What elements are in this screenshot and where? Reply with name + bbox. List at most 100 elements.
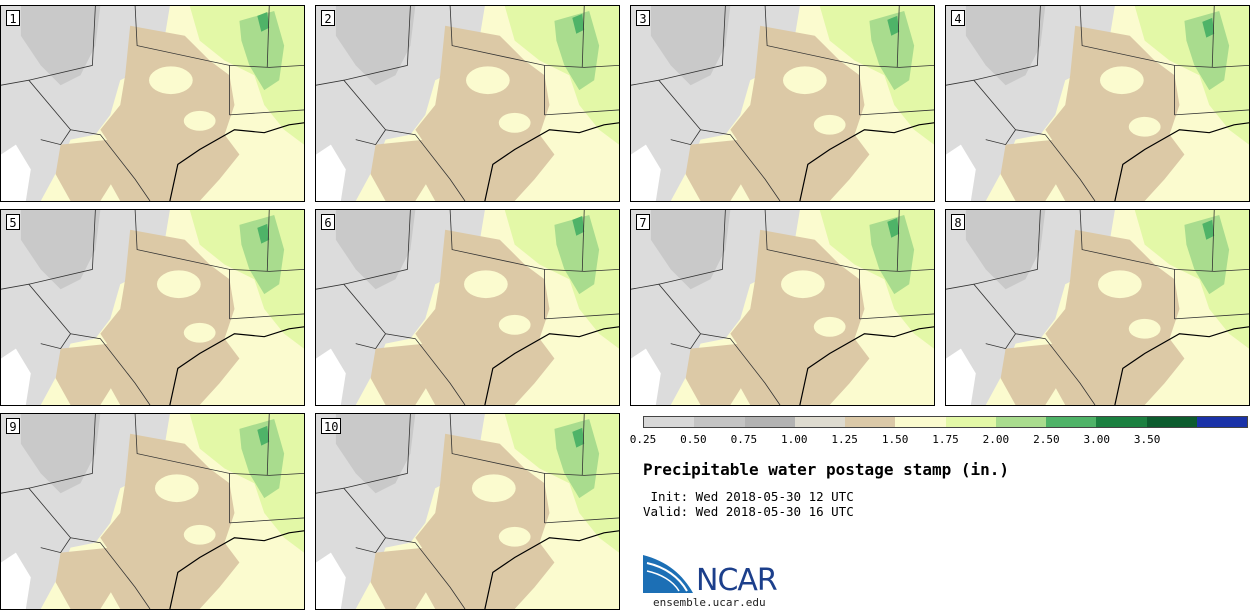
state-boundary-line xyxy=(896,210,900,272)
state-boundary-line xyxy=(946,79,1096,201)
state-boundary-line xyxy=(544,517,619,524)
state-boundary-line xyxy=(631,283,781,405)
pw-field-tan xyxy=(1000,139,1066,201)
pw-field-dry xyxy=(631,144,661,201)
pw-field-tan xyxy=(730,229,870,405)
state-boundary-line xyxy=(544,64,619,68)
pw-field-midgreen xyxy=(239,214,285,295)
panel-number: 9 xyxy=(6,418,20,434)
state-boundary-line xyxy=(266,210,270,272)
state-boundary-line xyxy=(229,64,304,68)
pw-field-tan xyxy=(100,25,240,201)
colorbar-swatch xyxy=(895,417,946,427)
coastline xyxy=(1114,326,1249,405)
state-boundary-line xyxy=(670,333,701,350)
state-boundary-line xyxy=(670,129,701,146)
pw-field-tan xyxy=(370,547,436,609)
ncar-logo-icon xyxy=(643,555,693,593)
pw-field-midgreen xyxy=(554,10,600,91)
state-boundary-line xyxy=(985,129,1016,146)
pw-field-darkgray xyxy=(650,6,731,86)
state-boundary-line xyxy=(764,6,860,115)
coastline xyxy=(169,326,304,405)
map-panel-8: 8 xyxy=(945,209,1250,406)
state-boundary-line xyxy=(316,79,466,201)
pw-field-darkgray xyxy=(650,210,731,290)
colorbar-tick-labels: 0.25 0.50 0.75 1.00 1.25 1.50 1.75 2.00 2.50 3.00… xyxy=(630,433,1248,447)
pw-field-tan xyxy=(370,139,436,201)
state-boundary-line xyxy=(1,79,151,201)
colorbar xyxy=(643,416,1248,428)
colorbar-tick-label: 3.50 xyxy=(1133,433,1161,446)
pw-field-dry xyxy=(316,144,346,201)
state-boundary-line xyxy=(134,210,230,319)
map-panel-7: 7 xyxy=(630,209,935,406)
state-boundary-line xyxy=(134,414,230,523)
valid-time: Valid: Wed 2018-05-30 16 UTC xyxy=(643,504,854,519)
state-boundary-line xyxy=(544,109,619,116)
pw-field-yellow-patch xyxy=(183,110,216,131)
colorbar-swatch xyxy=(644,417,695,427)
state-boundary-line xyxy=(1174,313,1249,320)
state-boundary-line xyxy=(355,333,386,350)
state-boundary-line xyxy=(28,6,96,81)
precipitable-water-map xyxy=(946,6,1249,201)
precipitable-water-map xyxy=(316,414,619,609)
pw-field-yellow-patch xyxy=(154,474,199,503)
figure-title: Precipitable water postage stamp (in.) xyxy=(643,460,1010,479)
state-boundary-line xyxy=(40,333,71,350)
pw-field-dry xyxy=(316,348,346,405)
pw-field-green xyxy=(572,427,585,448)
colorbar-tick-label: 2.50 xyxy=(1033,433,1060,446)
pw-field-tan xyxy=(1000,343,1066,405)
pw-field-dry xyxy=(316,552,346,609)
colorbar-tick-label: 2.00 xyxy=(982,433,1010,446)
pw-field-yellow-patch xyxy=(1099,66,1144,95)
state-boundary-line xyxy=(581,210,585,272)
pw-field-green xyxy=(887,217,900,238)
precipitable-water-map xyxy=(316,6,619,201)
pw-field-midgreen xyxy=(869,10,915,91)
state-boundary-line xyxy=(581,6,585,68)
state-boundary-line xyxy=(343,210,411,285)
state-boundary-line xyxy=(1174,64,1249,68)
state-boundary-line xyxy=(1079,6,1175,115)
pw-field-yellow-patch xyxy=(183,322,216,343)
map-panel-6: 6 xyxy=(315,209,620,406)
state-boundary-line xyxy=(316,283,466,405)
state-boundary-line xyxy=(229,109,304,116)
panel-number: 10 xyxy=(321,418,342,434)
colorbar-swatch xyxy=(945,417,996,427)
init-time: Init: Wed 2018-05-30 12 UTC xyxy=(643,489,854,504)
pw-field-yellow-patch xyxy=(498,112,531,133)
pw-field-yellow-patch xyxy=(1128,318,1161,339)
site-url: ensemble.ucar.edu xyxy=(653,596,766,609)
state-boundary-line xyxy=(343,414,411,489)
pw-field-yellow-patch xyxy=(156,270,201,299)
state-boundary-line xyxy=(658,210,726,285)
panel-number: 7 xyxy=(636,214,650,230)
state-boundary-line xyxy=(544,268,619,272)
pw-field-midgreen xyxy=(554,418,600,499)
state-boundary-line xyxy=(581,414,585,476)
colorbar-swatch xyxy=(694,417,745,427)
panel-number: 3 xyxy=(636,10,650,26)
pw-field-darkgray xyxy=(20,6,101,86)
state-boundary-line xyxy=(343,6,411,81)
state-boundary-line xyxy=(985,333,1016,350)
pw-field-midgreen xyxy=(1184,214,1230,295)
state-boundary-line xyxy=(229,472,304,476)
pw-field-yellow-patch xyxy=(813,316,846,337)
pw-field-darkgray xyxy=(335,414,416,494)
state-boundary-line xyxy=(1211,6,1215,68)
state-boundary-line xyxy=(316,487,466,609)
pw-field-midgreen xyxy=(239,10,285,91)
pw-field-dry xyxy=(1,552,31,609)
state-boundary-line xyxy=(40,129,71,146)
pw-field-green xyxy=(257,425,270,446)
coastline xyxy=(484,530,619,609)
pw-field-yellow-patch xyxy=(466,66,510,95)
precipitable-water-map xyxy=(1,6,304,201)
colorbar-tick-label: 3.00 xyxy=(1083,433,1111,446)
coastline xyxy=(169,122,304,201)
